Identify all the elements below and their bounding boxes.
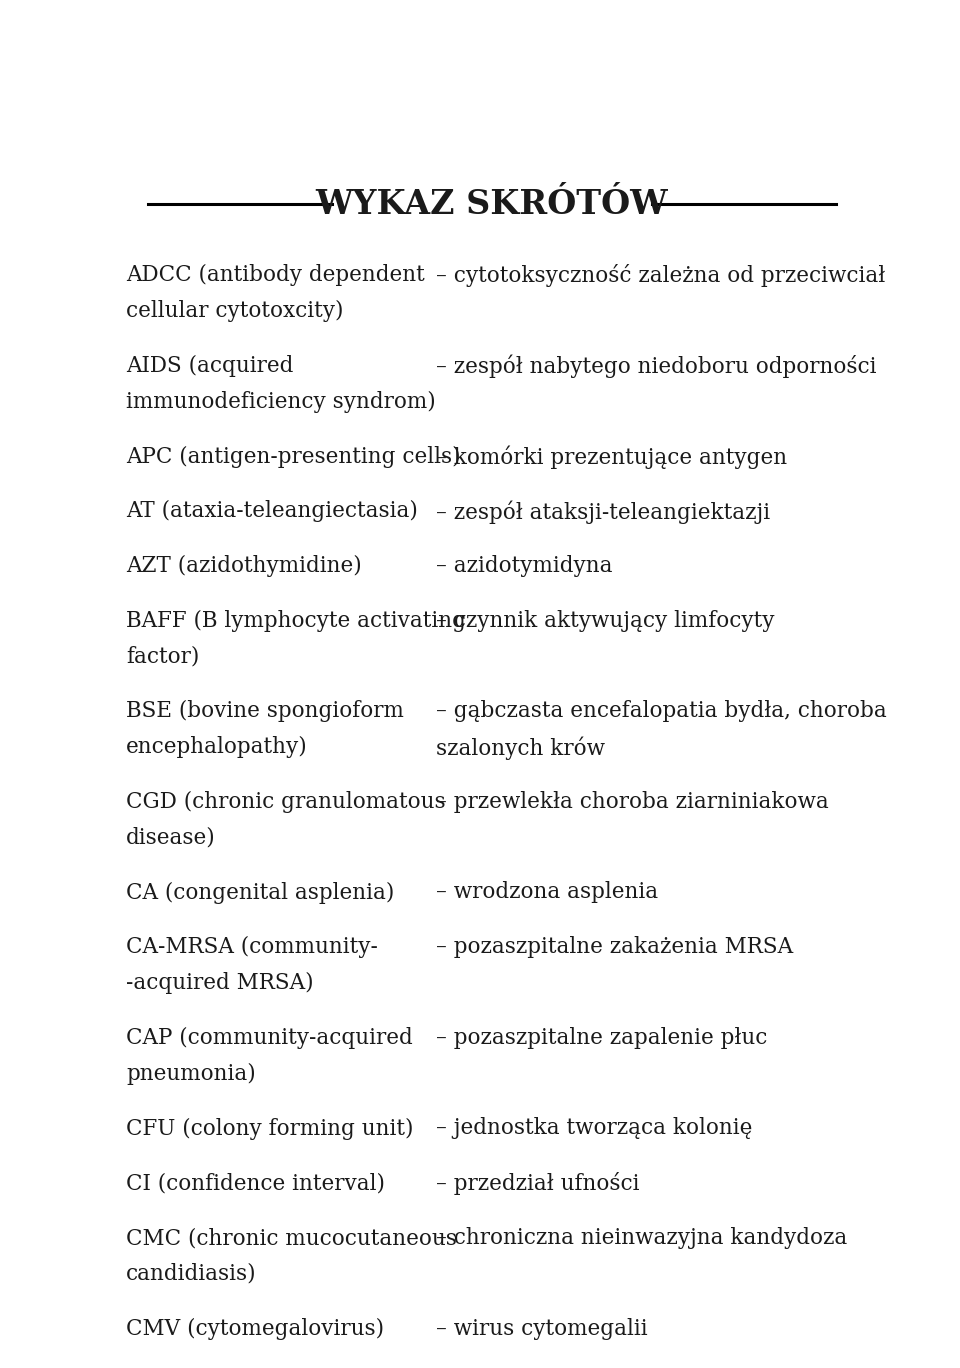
Text: BAFF (B lymphocyte activating: BAFF (B lymphocyte activating [126,610,466,632]
Text: – wrodzona asplenia: – wrodzona asplenia [436,881,659,903]
Text: WYKAZ SKRÓTÓW: WYKAZ SKRÓTÓW [316,187,668,220]
Text: – pozaszpitalne zapalenie płuc: – pozaszpitalne zapalenie płuc [436,1027,768,1049]
Text: – gąbczasta encefalopatia bydła, choroba: – gąbczasta encefalopatia bydła, choroba [436,700,887,722]
Text: – jednostka tworząca kolonię: – jednostka tworząca kolonię [436,1118,753,1140]
Text: immunodeficiency syndrom): immunodeficiency syndrom) [126,391,436,413]
Text: BSE (bovine spongioform: BSE (bovine spongioform [126,700,404,722]
Text: – wirus cytomegalii: – wirus cytomegalii [436,1317,648,1339]
Text: CFU (colony forming unit): CFU (colony forming unit) [126,1118,414,1140]
Text: -acquired MRSA): -acquired MRSA) [126,973,314,995]
Text: – komórki prezentujące antygen: – komórki prezentujące antygen [436,446,787,469]
Text: AIDS (acquired: AIDS (acquired [126,354,294,378]
Text: cellular cytotoxcity): cellular cytotoxcity) [126,300,344,321]
Text: – czynnik aktywujący limfocyty: – czynnik aktywujący limfocyty [436,610,775,632]
Text: disease): disease) [126,826,216,848]
Text: ADCC (antibody dependent: ADCC (antibody dependent [126,264,424,286]
Text: AZT (azidothymidine): AZT (azidothymidine) [126,555,362,577]
Text: – cytotoksyczność zależna od przeciwciał: – cytotoksyczność zależna od przeciwciał [436,264,885,287]
Text: CMV (cytomegalovirus): CMV (cytomegalovirus) [126,1317,384,1339]
Text: szalonych krów: szalonych krów [436,736,605,759]
Text: – zespół ataksji-teleangiektazji: – zespół ataksji-teleangiektazji [436,501,770,524]
Text: CMC (chronic mucocutaneous: CMC (chronic mucocutaneous [126,1227,457,1249]
Text: candidiasis): candidiasis) [126,1263,256,1285]
Text: – przedział ufności: – przedział ufności [436,1172,639,1196]
Text: APC (antigen-presenting cells): APC (antigen-presenting cells) [126,446,461,468]
Text: – azidotymidyna: – azidotymidyna [436,555,612,577]
Text: pneumonia): pneumonia) [126,1063,255,1085]
Text: – chroniczna nieinwazyjna kandydoza: – chroniczna nieinwazyjna kandydoza [436,1227,848,1249]
Text: CA (congenital asplenia): CA (congenital asplenia) [126,881,395,904]
Text: – zespół nabytego niedoboru odporności: – zespół nabytego niedoboru odporności [436,354,876,379]
Text: encephalopathy): encephalopathy) [126,736,308,758]
Text: – pozaszpitalne zakażenia MRSA: – pozaszpitalne zakażenia MRSA [436,936,793,958]
Text: AT (ataxia-teleangiectasia): AT (ataxia-teleangiectasia) [126,501,418,523]
Text: – przewlekła choroba ziarniniakowa: – przewlekła choroba ziarniniakowa [436,791,828,813]
Text: CGD (chronic granulomatous: CGD (chronic granulomatous [126,791,445,813]
Text: CA-MRSA (community-: CA-MRSA (community- [126,936,378,959]
Text: CI (confidence interval): CI (confidence interval) [126,1172,385,1194]
Text: CAP (community-acquired: CAP (community-acquired [126,1027,413,1049]
Text: factor): factor) [126,646,200,668]
